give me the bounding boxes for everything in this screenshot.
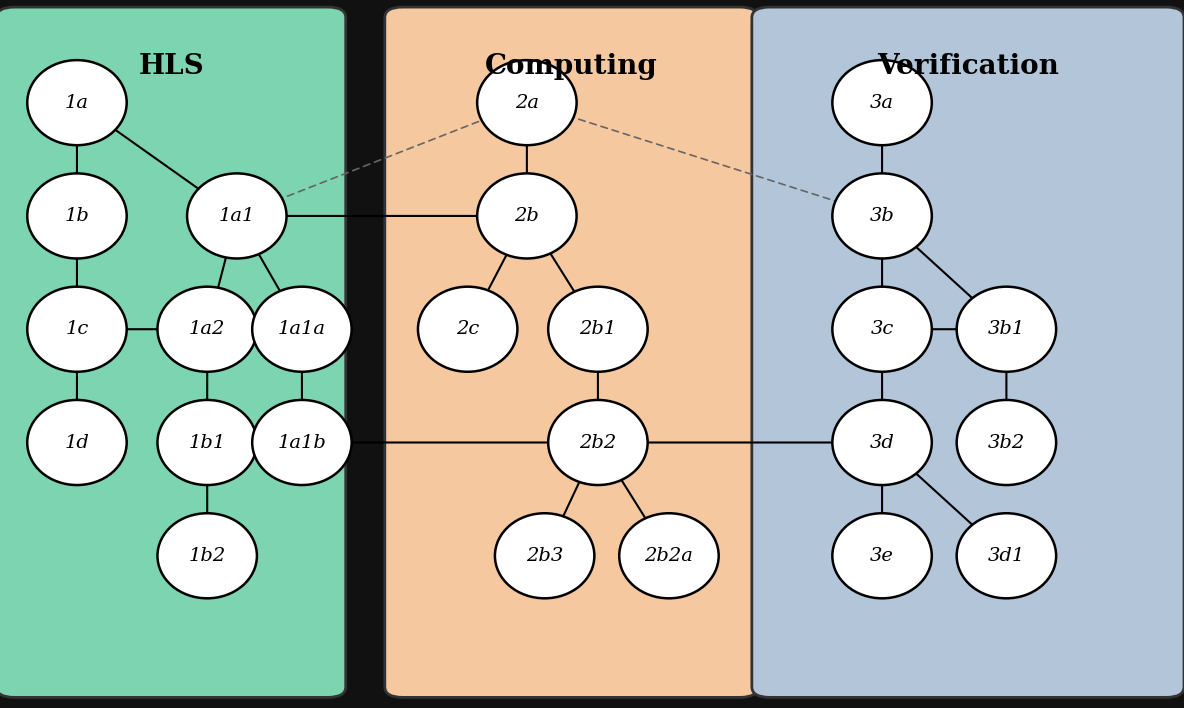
Text: 1c: 1c bbox=[65, 320, 89, 338]
Text: 1d: 1d bbox=[64, 433, 90, 452]
Ellipse shape bbox=[187, 173, 287, 258]
Text: 2b: 2b bbox=[514, 207, 540, 225]
Ellipse shape bbox=[477, 173, 577, 258]
Ellipse shape bbox=[548, 287, 648, 372]
Text: 3d1: 3d1 bbox=[987, 547, 1025, 565]
Ellipse shape bbox=[832, 400, 932, 485]
Ellipse shape bbox=[27, 60, 127, 145]
Text: 3c: 3c bbox=[870, 320, 894, 338]
Text: 1b1: 1b1 bbox=[188, 433, 226, 452]
Ellipse shape bbox=[619, 513, 719, 598]
Ellipse shape bbox=[495, 513, 594, 598]
Ellipse shape bbox=[27, 173, 127, 258]
Text: 3d: 3d bbox=[869, 433, 895, 452]
Text: 1a2: 1a2 bbox=[189, 320, 225, 338]
Text: 2b1: 2b1 bbox=[579, 320, 617, 338]
Ellipse shape bbox=[957, 400, 1056, 485]
Text: 2b2a: 2b2a bbox=[644, 547, 694, 565]
Text: 3b2: 3b2 bbox=[987, 433, 1025, 452]
Text: 1a: 1a bbox=[65, 93, 89, 112]
Text: 1a1b: 1a1b bbox=[277, 433, 327, 452]
Text: 3b: 3b bbox=[869, 207, 895, 225]
FancyBboxPatch shape bbox=[385, 7, 758, 697]
Text: 2a: 2a bbox=[515, 93, 539, 112]
Ellipse shape bbox=[477, 60, 577, 145]
Ellipse shape bbox=[548, 400, 648, 485]
Ellipse shape bbox=[832, 513, 932, 598]
Text: 1a1: 1a1 bbox=[219, 207, 255, 225]
Text: 3b1: 3b1 bbox=[987, 320, 1025, 338]
Text: Verification: Verification bbox=[877, 53, 1058, 80]
Ellipse shape bbox=[27, 400, 127, 485]
Ellipse shape bbox=[957, 513, 1056, 598]
Text: Computing: Computing bbox=[485, 53, 657, 80]
Text: 2b3: 2b3 bbox=[526, 547, 564, 565]
Ellipse shape bbox=[157, 400, 257, 485]
Ellipse shape bbox=[252, 400, 352, 485]
Text: 3a: 3a bbox=[870, 93, 894, 112]
Text: 3e: 3e bbox=[870, 547, 894, 565]
Ellipse shape bbox=[252, 287, 352, 372]
Ellipse shape bbox=[832, 60, 932, 145]
FancyBboxPatch shape bbox=[0, 7, 346, 697]
Ellipse shape bbox=[418, 287, 517, 372]
FancyBboxPatch shape bbox=[752, 7, 1184, 697]
Text: 2b2: 2b2 bbox=[579, 433, 617, 452]
Ellipse shape bbox=[832, 173, 932, 258]
Text: 1b: 1b bbox=[64, 207, 90, 225]
Text: 1b2: 1b2 bbox=[188, 547, 226, 565]
Ellipse shape bbox=[27, 287, 127, 372]
Text: HLS: HLS bbox=[139, 53, 204, 80]
Text: 1a1a: 1a1a bbox=[278, 320, 326, 338]
Ellipse shape bbox=[957, 287, 1056, 372]
Ellipse shape bbox=[157, 287, 257, 372]
Ellipse shape bbox=[832, 287, 932, 372]
Text: 2c: 2c bbox=[456, 320, 480, 338]
Ellipse shape bbox=[157, 513, 257, 598]
